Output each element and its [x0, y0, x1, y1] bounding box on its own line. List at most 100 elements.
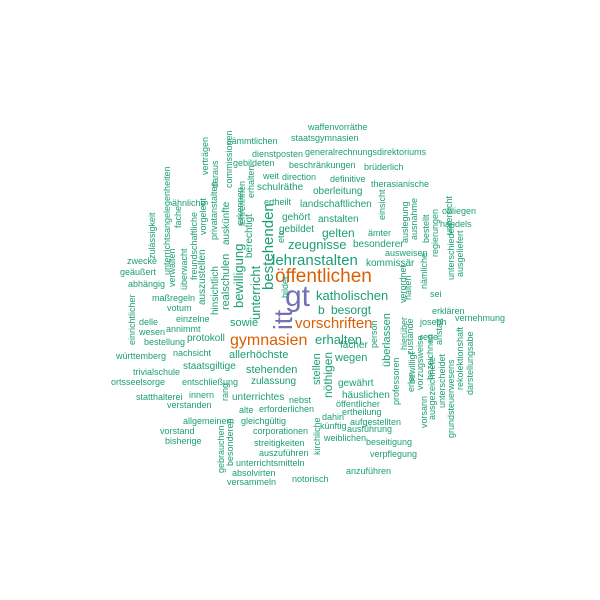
cloud-word: nebst — [289, 395, 312, 405]
cloud-word: trivialschule — [133, 367, 181, 377]
cloud-word: ausführung — [347, 424, 393, 434]
cloud-word: kommissär — [366, 258, 415, 269]
cloud-word: besonderen — [225, 418, 235, 466]
cloud-word: allerhöchste — [229, 349, 289, 361]
cloud-word: streitigkeiten — [254, 438, 305, 448]
cloud-word: rekolektionshaft — [455, 326, 465, 390]
cloud-word: schulräthe — [257, 182, 304, 193]
cloud-word: ausgeliefert — [455, 230, 465, 277]
cloud-word: realschulen — [220, 253, 232, 310]
cloud-word: zeugnisse — [288, 237, 347, 252]
cloud-word: etc — [276, 230, 286, 243]
cloud-word: abhängig — [128, 279, 166, 289]
cloud-word: gewährt — [338, 378, 374, 389]
cloud-word: absolvirten — [232, 468, 276, 478]
cloud-word: öffentlicher — [336, 399, 380, 409]
cloud-word: gebildet — [279, 224, 315, 235]
cloud-word: erhalten — [315, 332, 362, 347]
cloud-word: anzuführen — [346, 466, 392, 476]
cloud-word: staatsgymnasien — [291, 133, 359, 143]
cloud-word: halten — [403, 275, 413, 300]
cloud-word: verstanden — [167, 400, 212, 410]
cloud-word: verpflegung — [370, 449, 418, 459]
cloud-word: ortsseelsorge — [111, 377, 166, 387]
cloud-word: sowie — [230, 317, 259, 329]
cloud-word: kirchliche — [312, 417, 322, 455]
cloud-word: häuslichen — [342, 390, 390, 401]
cloud-word: stehenden — [246, 364, 298, 376]
cloud-word: b — [318, 303, 325, 317]
cloud-word: aufgestellten — [350, 417, 402, 427]
cloud-word: definitive — [330, 174, 366, 184]
cloud-word: waffenvorräthe — [308, 122, 368, 132]
cloud-word: unterrichtes — [232, 392, 285, 403]
cloud-word: privatanstalten — [209, 181, 219, 240]
cloud-word: person — [369, 320, 379, 348]
cloud-word: erklären — [432, 306, 465, 316]
cloud-word: bildet — [280, 276, 290, 298]
cloud-word: fächer — [340, 340, 368, 351]
cloud-word: rang — [220, 382, 230, 401]
cloud-word: zustände — [405, 318, 415, 355]
cloud-word: wesen — [139, 327, 166, 337]
cloud-word: ertheilung — [342, 407, 382, 417]
cloud-word: württemberg — [116, 351, 167, 361]
cloud-word: besorgt — [331, 303, 372, 317]
cloud-word: besonderer — [353, 239, 404, 250]
cloud-word: einrichtlicher — [127, 294, 137, 345]
cloud-word: dahin — [322, 412, 345, 422]
cloud-word: nachsicht — [173, 348, 212, 358]
cloud-word: itt — [268, 309, 298, 330]
cloud-word: entschließung — [182, 377, 239, 387]
cloud-word: alte — [239, 405, 254, 415]
cloud-word: lehranstalten — [272, 252, 358, 269]
cloud-word: einsicht — [377, 189, 387, 220]
cloud-word: versammeln — [227, 477, 277, 487]
cloud-word: dienstposten — [252, 149, 304, 159]
cloud-word: künftig — [320, 421, 347, 431]
cloud-word: statthalterei — [136, 392, 183, 402]
cloud-word: erforderlichen — [259, 404, 315, 414]
cloud-word: corporationen — [253, 426, 309, 436]
cloud-word: nämliche — [419, 252, 429, 289]
cloud-word: zwecke — [127, 256, 158, 266]
cloud-word: direction — [282, 172, 317, 182]
cloud-word: zulässigkeit — [147, 212, 157, 259]
cloud-word: allgemeinem — [183, 416, 235, 426]
cloud-word: commissionen — [224, 130, 234, 188]
cloud-word: gt — [285, 280, 311, 313]
cloud-word: oberleitung — [313, 186, 363, 197]
cloud-word: rege — [420, 332, 439, 342]
cloud-word: sämmtlichen — [227, 136, 278, 146]
cloud-word: bestehenden — [260, 203, 277, 290]
cloud-word: ausnahme — [409, 197, 419, 240]
cloud-word: ämter — [368, 228, 392, 238]
cloud-word: bisherige — [165, 436, 202, 446]
cloud-word: gehört — [282, 212, 311, 223]
cloud-word: berechtigt — [244, 214, 255, 258]
cloud-word: einzelne — [176, 314, 210, 324]
cloud-word: obliegen — [442, 206, 477, 216]
cloud-word: gleichgültig — [241, 416, 287, 426]
cloud-word: generalrechnungsdirektoriums — [305, 147, 427, 157]
cloud-word: wegen — [335, 352, 368, 364]
cloud-word: brüderlich — [364, 162, 404, 172]
cloud-word: öffentlichen — [275, 266, 372, 287]
cloud-word: gymnasien — [230, 332, 308, 349]
cloud-word: bestellung — [144, 337, 186, 347]
cloud-word: delle — [139, 317, 159, 327]
cloud-word: beseitigung — [366, 437, 413, 447]
cloud-word: professoren — [391, 357, 401, 405]
cloud-word: anstalt — [434, 318, 444, 345]
cloud-word: unterricht — [248, 265, 263, 320]
cloud-word: ausweisen — [385, 248, 428, 258]
cloud-word: katholischen — [316, 288, 389, 303]
cloud-word: regierungen — [430, 208, 440, 257]
cloud-word: stellen — [311, 353, 323, 385]
cloud-word: ertheilt — [264, 197, 292, 207]
cloud-word: therasianische — [371, 179, 430, 189]
cloud-word: joseph — [420, 317, 447, 327]
cloud-word: innern — [189, 390, 215, 400]
cloud-word: auskünfte — [221, 201, 232, 245]
